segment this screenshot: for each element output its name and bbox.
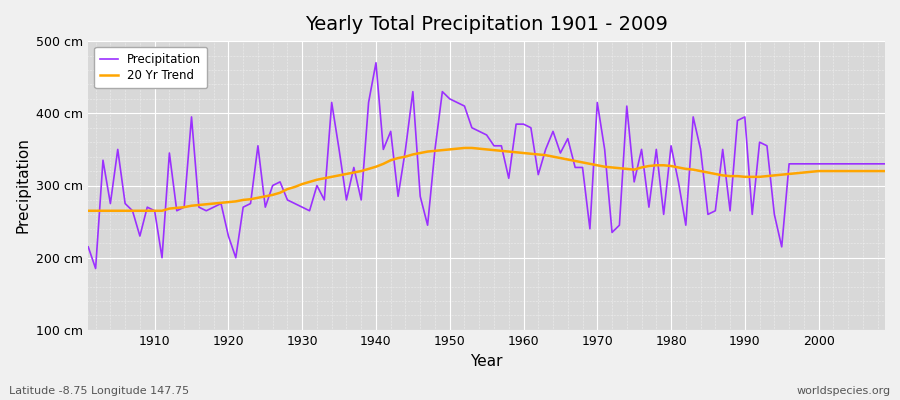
Precipitation <box>356 198 366 202</box>
Precipitation <box>533 172 544 177</box>
20 Yr Trend <box>83 208 94 213</box>
Line: 20 Yr Trend: 20 Yr Trend <box>88 148 885 211</box>
Precipitation <box>90 266 101 271</box>
X-axis label: Year: Year <box>471 354 503 369</box>
Precipitation <box>621 104 632 108</box>
Title: Yearly Total Precipitation 1901 - 2009: Yearly Total Precipitation 1901 - 2009 <box>305 15 668 34</box>
Y-axis label: Precipitation: Precipitation <box>15 138 30 234</box>
20 Yr Trend <box>348 170 359 175</box>
Text: worldspecies.org: worldspecies.org <box>796 386 891 396</box>
Precipitation <box>83 244 94 249</box>
20 Yr Trend <box>142 208 153 213</box>
Precipitation <box>371 60 382 65</box>
Precipitation <box>526 125 536 130</box>
20 Yr Trend <box>459 146 470 150</box>
20 Yr Trend <box>614 166 625 170</box>
Line: Precipitation: Precipitation <box>88 63 885 268</box>
Precipitation <box>149 208 160 213</box>
20 Yr Trend <box>304 180 315 184</box>
Text: Latitude -8.75 Longitude 147.75: Latitude -8.75 Longitude 147.75 <box>9 386 189 396</box>
20 Yr Trend <box>879 169 890 174</box>
Precipitation <box>879 162 890 166</box>
Precipitation <box>311 183 322 188</box>
Legend: Precipitation, 20 Yr Trend: Precipitation, 20 Yr Trend <box>94 47 207 88</box>
20 Yr Trend <box>518 151 529 156</box>
20 Yr Trend <box>526 151 536 156</box>
